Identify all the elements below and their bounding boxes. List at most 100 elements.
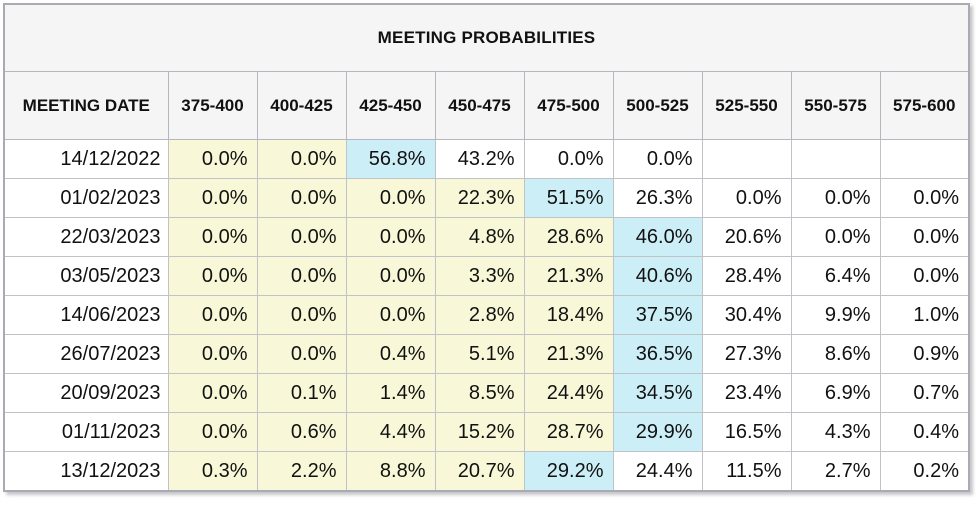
probability-cell: 6.9% [790, 373, 881, 413]
table-row: 20/09/2023 0.0% 0.1% 1.4% 8.5% 24.4% 34.5% 23.4… [3, 373, 970, 413]
table-row: 26/07/2023 0.0% 0.0% 0.4% 5.1% 21.3% 36.5% 27.3… [3, 334, 970, 374]
probability-cell: 1.0% [879, 295, 970, 335]
probability-cell: 0.0% [256, 217, 347, 257]
probability-cell: 0.0% [790, 217, 881, 257]
probability-cell: 0.6% [256, 412, 347, 452]
probability-cell: 21.3% [523, 256, 614, 296]
rate-range-header-425-450: 425-450 [345, 71, 436, 140]
probability-cell: 0.0% [790, 178, 881, 218]
probability-cell: 27.3% [701, 334, 792, 374]
probability-cell: 36.5% [612, 334, 703, 374]
probability-cell: 0.0% [345, 217, 436, 257]
probability-cell: 0.0% [167, 256, 258, 296]
probability-cell: 0.7% [879, 373, 970, 413]
probability-cell: 8.5% [434, 373, 525, 413]
meeting-date-cell: 26/07/2023 [3, 334, 169, 374]
probability-cell: 0.9% [879, 334, 970, 374]
meeting-date-header: MEETING DATE [3, 71, 169, 140]
probability-cell: 0.0% [167, 412, 258, 452]
probability-cell: 29.2% [523, 451, 614, 492]
probability-cell: 6.4% [790, 256, 881, 296]
rate-range-header-450-475: 450-475 [434, 71, 525, 140]
probability-cell: 2.2% [256, 451, 347, 492]
probability-cell: 23.4% [701, 373, 792, 413]
probability-cell: 9.9% [790, 295, 881, 335]
probability-cell: 43.2% [434, 139, 525, 179]
probability-cell: 21.3% [523, 334, 614, 374]
probability-cell: 0.0% [345, 295, 436, 335]
probability-cell: 3.3% [434, 256, 525, 296]
probability-cell: 0.4% [879, 412, 970, 452]
probability-cell: 8.6% [790, 334, 881, 374]
probability-cell: 18.4% [523, 295, 614, 335]
probability-cell: 24.4% [523, 373, 614, 413]
probability-cell: 0.0% [167, 373, 258, 413]
table-row: 01/02/2023 0.0% 0.0% 0.0% 22.3% 51.5% 26.3% 0.0… [3, 178, 970, 218]
table-title: MEETING PROBABILITIES [4, 4, 969, 72]
probability-cell: 0.0% [256, 295, 347, 335]
meeting-date-cell: 14/06/2023 [3, 295, 169, 335]
probability-cell: 4.8% [434, 217, 525, 257]
table-row: 13/12/2023 0.3% 2.2% 8.8% 20.7% 29.2% 24.4% 11.… [3, 451, 970, 492]
probability-cell: 34.5% [612, 373, 703, 413]
probability-cell: 0.0% [701, 178, 792, 218]
probability-cell: 28.6% [523, 217, 614, 257]
header-row: MEETING DATE 375-400 400-425 425-450 450-475… [3, 71, 970, 140]
probability-cell: 0.4% [345, 334, 436, 374]
probability-cell: 0.0% [256, 139, 347, 179]
probability-cell: 29.9% [612, 412, 703, 452]
probability-cell: 0.0% [167, 334, 258, 374]
meeting-date-cell: 14/12/2022 [3, 139, 169, 179]
probability-cell [790, 139, 881, 179]
probability-cell: 0.0% [879, 256, 970, 296]
rate-range-header-400-425: 400-425 [256, 71, 347, 140]
meeting-date-cell: 01/02/2023 [3, 178, 169, 218]
probability-cell: 0.0% [345, 256, 436, 296]
probability-cell: 56.8% [345, 139, 436, 179]
probability-cell: 2.7% [790, 451, 881, 492]
probability-cell: 4.4% [345, 412, 436, 452]
rate-range-header-575-600: 575-600 [879, 71, 970, 140]
rate-range-header-475-500: 475-500 [523, 71, 614, 140]
rate-range-header-550-575: 550-575 [790, 71, 881, 140]
probability-cell: 28.7% [523, 412, 614, 452]
meeting-date-cell: 01/11/2023 [3, 412, 169, 452]
probability-cell: 0.2% [879, 451, 970, 492]
meeting-date-cell: 03/05/2023 [3, 256, 169, 296]
title-row: MEETING PROBABILITIES [4, 4, 969, 72]
rate-range-header-375-400: 375-400 [167, 71, 258, 140]
probability-cell: 2.8% [434, 295, 525, 335]
probability-cell: 0.0% [167, 217, 258, 257]
table-row: 22/03/2023 0.0% 0.0% 0.0% 4.8% 28.6% 46.0% 20.6… [3, 217, 970, 257]
probability-cell: 20.7% [434, 451, 525, 492]
probability-cell [701, 139, 792, 179]
meeting-probabilities-table: MEETING PROBABILITIES MEETING DATE 375-40… [3, 3, 970, 492]
probability-cell: 0.1% [256, 373, 347, 413]
probability-cell: 5.1% [434, 334, 525, 374]
probability-cell: 0.0% [523, 139, 614, 179]
table-row: 03/05/2023 0.0% 0.0% 0.0% 3.3% 21.3% 40.6% 28.4… [3, 256, 970, 296]
probability-cell: 40.6% [612, 256, 703, 296]
rate-range-header-525-550: 525-550 [701, 71, 792, 140]
probability-cell: 1.4% [345, 373, 436, 413]
probability-cell: 30.4% [701, 295, 792, 335]
probability-cell: 11.5% [701, 451, 792, 492]
table-row: 14/06/2023 0.0% 0.0% 0.0% 2.8% 18.4% 37.5% 30.4… [3, 295, 970, 335]
probability-cell [879, 139, 970, 179]
probability-cell: 22.3% [434, 178, 525, 218]
probability-cell: 0.0% [256, 256, 347, 296]
meeting-date-cell: 22/03/2023 [3, 217, 169, 257]
probability-cell: 0.0% [612, 139, 703, 179]
probability-cell: 0.0% [879, 217, 970, 257]
probability-cell: 26.3% [612, 178, 703, 218]
probability-cell: 20.6% [701, 217, 792, 257]
probability-cell: 28.4% [701, 256, 792, 296]
probability-cell: 0.0% [256, 334, 347, 374]
probability-cell: 0.0% [167, 139, 258, 179]
meeting-date-cell: 13/12/2023 [3, 451, 169, 492]
table-row: 14/12/2022 0.0% 0.0% 56.8% 43.2% 0.0% 0.0% [3, 139, 970, 179]
probability-cell: 0.3% [167, 451, 258, 492]
rate-range-header-500-525: 500-525 [612, 71, 703, 140]
probability-cell: 0.0% [167, 178, 258, 218]
probability-cell: 24.4% [612, 451, 703, 492]
